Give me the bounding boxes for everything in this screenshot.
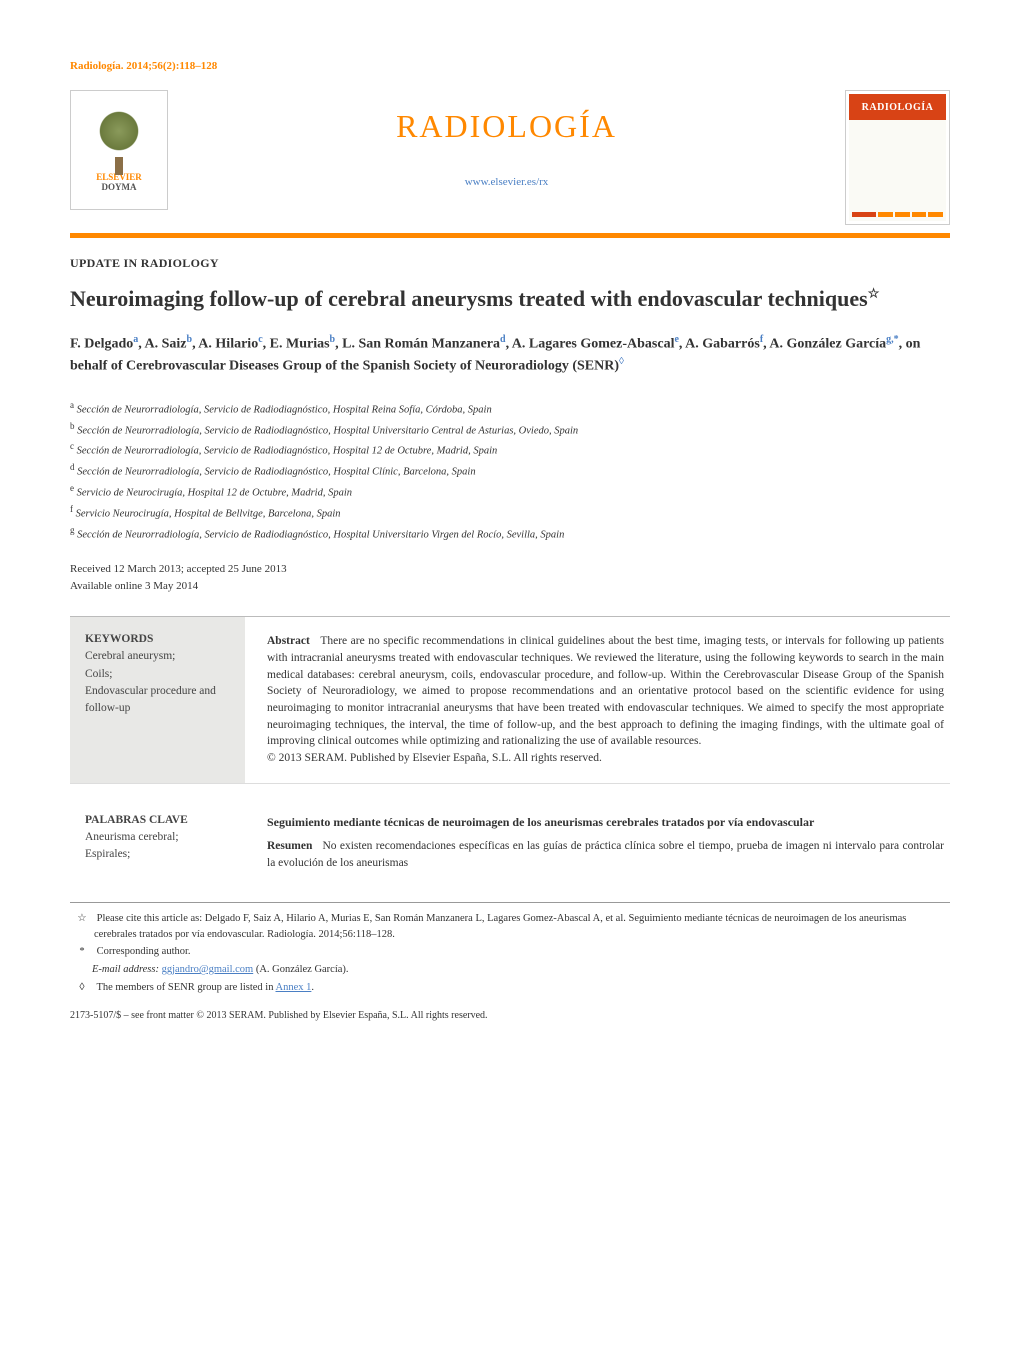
orange-divider [70, 233, 950, 238]
keywords-list-es: Aneurisma cerebral;Espirales; [85, 829, 230, 864]
affiliation-item: f Servicio Neurocirugía, Hospital de Bel… [70, 503, 950, 523]
affiliation-item: d Sección de Neurorradiología, Servicio … [70, 461, 950, 481]
journal-cover-thumbnail: RADIOLOGÍA [845, 90, 950, 225]
corresponding-email-link[interactable]: ggjandro@gmail.com [162, 964, 254, 975]
affiliation-item: c Sección de Neurorradiología, Servicio … [70, 440, 950, 460]
abstract-label-es: Resumen [267, 840, 312, 852]
available-online: Available online 3 May 2014 [70, 578, 950, 595]
publisher-logo-text: ELSEVIER DOYMA [96, 173, 142, 193]
footnote-email: E-mail address: ggjandro@gmail.com (A. G… [70, 962, 950, 978]
article-title: Neuroimaging follow-up of cerebral aneur… [70, 285, 950, 314]
cover-title: RADIOLOGÍA [849, 94, 946, 120]
section-label: UPDATE IN RADIOLOGY [70, 256, 950, 271]
keywords-column-es: PALABRAS CLAVE Aneurisma cerebral;Espira… [70, 798, 245, 888]
affiliation-item: g Sección de Neurorradiología, Servicio … [70, 524, 950, 544]
keywords-head-es: PALABRAS CLAVE [85, 814, 230, 826]
footnote-divider [70, 902, 950, 903]
footnote-senr: ◊ The members of SENR group are listed i… [70, 980, 950, 996]
issn-line: 2173-5107/$ – see front matter © 2013 SE… [70, 1010, 950, 1021]
article-dates: Received 12 March 2013; accepted 25 June… [70, 561, 950, 594]
affiliation-item: e Servicio de Neurocirugía, Hospital 12 … [70, 482, 950, 502]
abstract-copyright-en: © 2013 SERAM. Published by Elsevier Espa… [267, 752, 602, 764]
journal-url-link[interactable]: www.elsevier.es/rx [465, 176, 549, 188]
cover-body [849, 120, 946, 221]
keywords-list-en: Cerebral aneurysm;Coils;Endovascular pro… [85, 648, 230, 717]
abstract-label-en: Abstract [267, 635, 310, 647]
publisher-logo: ELSEVIER DOYMA [70, 90, 168, 210]
abstract-text-es: Seguimiento mediante técnicas de neuroim… [267, 798, 950, 888]
running-head: Radiología. 2014;56(2):118–128 [70, 60, 950, 72]
journal-title: RADIOLOGÍA [168, 108, 845, 145]
keywords-head-en: KEYWORDS [85, 633, 230, 645]
journal-center: RADIOLOGÍA www.elsevier.es/rx [168, 90, 845, 189]
author-list: F. Delgadoa, A. Saizb, A. Hilarioc, E. M… [70, 332, 950, 377]
elsevier-tree-icon [89, 107, 149, 167]
footnote-cite: ☆ Please cite this article as: Delgado F… [70, 911, 950, 943]
affiliations: a Sección de Neurorradiología, Servicio … [70, 399, 950, 543]
masthead-row: ELSEVIER DOYMA RADIOLOGÍA www.elsevier.e… [70, 90, 950, 225]
affiliation-item: b Sección de Neurorradiología, Servicio … [70, 420, 950, 440]
abstract-english: KEYWORDS Cerebral aneurysm;Coils;Endovas… [70, 616, 950, 783]
received-accepted: Received 12 March 2013; accepted 25 June… [70, 561, 950, 578]
footnote-corresponding: * Corresponding author. [70, 944, 950, 960]
annex-link[interactable]: Annex 1 [276, 982, 312, 993]
page: Radiología. 2014;56(2):118–128 ELSEVIER … [0, 0, 1020, 1061]
spanish-title: Seguimiento mediante técnicas de neuroim… [267, 814, 944, 831]
affiliation-item: a Sección de Neurorradiología, Servicio … [70, 399, 950, 419]
keywords-column-en: KEYWORDS Cerebral aneurysm;Coils;Endovas… [70, 617, 245, 782]
title-note-marker: ☆ [868, 286, 880, 301]
footnotes: ☆ Please cite this article as: Delgado F… [70, 911, 950, 996]
abstract-text-en: Abstract There are no specific recommend… [267, 617, 950, 782]
abstract-spanish: PALABRAS CLAVE Aneurisma cerebral;Espira… [70, 798, 950, 888]
